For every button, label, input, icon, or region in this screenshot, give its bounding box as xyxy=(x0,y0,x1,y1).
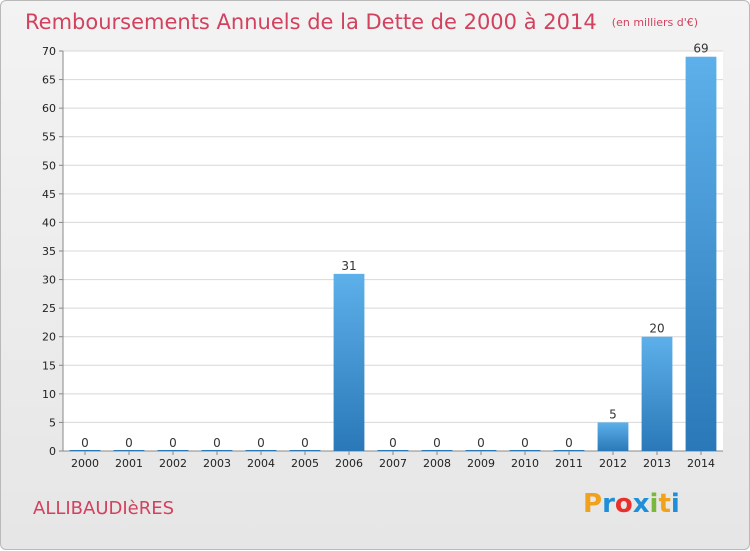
data-label: 0 xyxy=(125,436,133,450)
y-tick-label: 50 xyxy=(42,159,56,172)
data-label: 5 xyxy=(609,407,617,421)
chart-title-row: Remboursements Annuels de la Dette de 20… xyxy=(25,10,698,34)
data-label: 31 xyxy=(341,259,356,273)
y-tick-label: 20 xyxy=(42,331,56,344)
chart-title: Remboursements Annuels de la Dette de 20… xyxy=(25,10,597,34)
chart-subtitle: (en milliers d'€) xyxy=(611,16,699,29)
y-tick-label: 55 xyxy=(42,131,56,144)
logo-letter: P xyxy=(583,489,603,519)
y-tick-label: 60 xyxy=(42,102,56,115)
data-label: 20 xyxy=(649,322,664,336)
y-tick-label: 70 xyxy=(42,45,56,58)
x-tick-label: 2011 xyxy=(555,457,583,470)
logo-letter: t xyxy=(658,489,671,519)
x-tick-label: 2012 xyxy=(599,457,627,470)
bar xyxy=(421,450,453,451)
x-tick-label: 2006 xyxy=(335,457,363,470)
x-tick-label: 2007 xyxy=(379,457,407,470)
bar xyxy=(69,450,101,451)
x-tick-label: 2013 xyxy=(643,457,671,470)
y-tick-label: 5 xyxy=(49,416,56,429)
data-label: 69 xyxy=(693,42,708,56)
data-label: 0 xyxy=(521,436,529,450)
x-tick-label: 2005 xyxy=(291,457,319,470)
y-tick-label: 40 xyxy=(42,216,56,229)
x-tick-label: 2008 xyxy=(423,457,451,470)
data-label: 0 xyxy=(81,436,89,450)
y-tick-label: 25 xyxy=(42,302,56,315)
y-tick-label: 65 xyxy=(42,74,56,87)
logo-letter: x xyxy=(632,489,650,519)
x-tick-label: 2002 xyxy=(159,457,187,470)
x-tick-label: 2009 xyxy=(467,457,495,470)
logo-letter: o xyxy=(614,489,633,519)
x-tick-label: 2001 xyxy=(115,457,143,470)
x-tick-label: 2014 xyxy=(687,457,715,470)
bar xyxy=(641,336,673,451)
y-tick-label: 0 xyxy=(49,445,56,458)
data-label: 0 xyxy=(565,436,573,450)
data-label: 0 xyxy=(301,436,309,450)
bar xyxy=(113,450,145,451)
bar xyxy=(333,273,365,451)
y-tick-label: 30 xyxy=(42,274,56,287)
y-tick-label: 15 xyxy=(42,359,56,372)
bar xyxy=(289,450,321,451)
bar xyxy=(509,450,541,451)
y-tick-label: 45 xyxy=(42,188,56,201)
bar xyxy=(465,450,497,451)
commune-name: ALLIBAUDIèRES xyxy=(33,498,175,519)
bar xyxy=(157,450,189,451)
y-tick-label: 35 xyxy=(42,245,56,258)
data-label: 0 xyxy=(433,436,441,450)
logo-letter: i xyxy=(649,489,659,519)
data-label: 0 xyxy=(257,436,265,450)
y-tick-label: 10 xyxy=(42,388,56,401)
data-label: 0 xyxy=(213,436,221,450)
bar xyxy=(201,450,233,451)
data-label: 0 xyxy=(477,436,485,450)
bar xyxy=(245,450,277,451)
bar xyxy=(685,56,717,451)
x-tick-label: 2004 xyxy=(247,457,275,470)
x-tick-label: 2003 xyxy=(203,457,231,470)
data-label: 0 xyxy=(389,436,397,450)
bar xyxy=(553,450,585,451)
bar xyxy=(377,450,409,451)
data-label: 0 xyxy=(169,436,177,450)
logo-letter: r xyxy=(602,489,615,519)
bar xyxy=(597,422,629,451)
x-tick-label: 2000 xyxy=(71,457,99,470)
x-tick-label: 2010 xyxy=(511,457,539,470)
proxiti-logo: Proxiti xyxy=(583,489,680,519)
logo-letter: i xyxy=(670,489,680,519)
